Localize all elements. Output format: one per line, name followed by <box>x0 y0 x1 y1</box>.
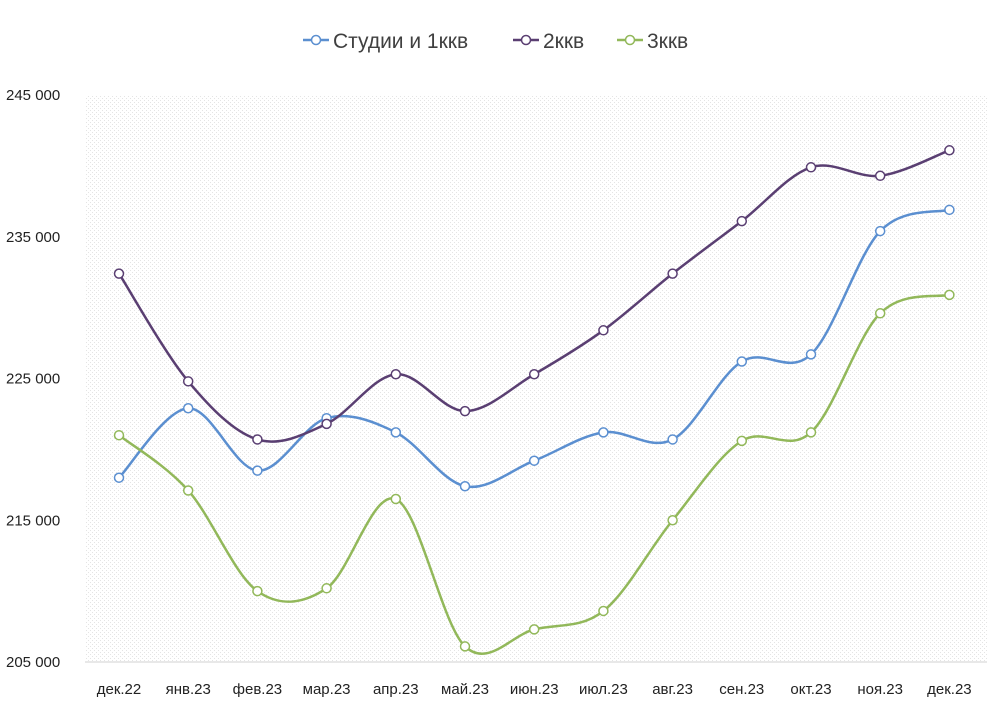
data-point <box>459 480 471 492</box>
data-point <box>113 472 125 483</box>
series-2 <box>113 145 955 445</box>
data-point <box>252 585 263 597</box>
data-point <box>528 624 540 635</box>
x-tick-label: июл.23 <box>579 681 628 698</box>
x-tick-label: мар.23 <box>303 681 351 698</box>
y-axis: 205 000 215 000 225 000 235 000 245 000 <box>6 87 60 671</box>
x-tick-label: май.23 <box>441 681 489 698</box>
legend: Студии и 1ккв 2ккв 3ккв <box>303 30 688 53</box>
data-point <box>182 485 194 496</box>
legend-label: 2ккв <box>543 30 584 53</box>
x-tick-label: дек.23 <box>927 681 972 698</box>
x-tick-label: ноя.23 <box>857 681 903 698</box>
series-layer <box>113 145 955 655</box>
data-point <box>390 493 402 505</box>
x-tick-label: фев.23 <box>233 681 283 698</box>
data-point <box>113 268 125 279</box>
data-point <box>528 368 540 380</box>
data-point <box>874 225 886 237</box>
legend-marker <box>624 34 636 46</box>
data-point <box>736 356 748 367</box>
legend-marker <box>520 34 532 46</box>
data-point <box>736 435 748 447</box>
series-1 <box>113 204 955 492</box>
legend-label: Студии и 1ккв <box>333 30 468 53</box>
data-point <box>874 308 886 319</box>
x-tick-label: янв.23 <box>166 681 211 698</box>
x-axis: дек.22 янв.23 фев.23 мар.23 апр.23 май.23 июн.… <box>97 681 972 698</box>
data-point <box>667 434 678 445</box>
data-point <box>944 145 955 156</box>
x-tick-label: дек.22 <box>97 681 142 698</box>
data-point <box>390 368 402 380</box>
data-point <box>321 583 332 594</box>
series-3 <box>113 289 955 655</box>
data-point <box>252 465 263 476</box>
data-point <box>390 427 402 438</box>
x-tick-label: окт.23 <box>790 681 831 698</box>
legend-marker <box>310 34 322 46</box>
data-point <box>944 289 955 301</box>
data-point <box>459 641 471 652</box>
legend-item: Студии и 1ккв <box>303 30 468 53</box>
data-point <box>667 515 678 526</box>
data-point <box>805 349 817 360</box>
data-point <box>736 215 748 227</box>
data-point <box>874 170 886 182</box>
data-point <box>459 405 471 417</box>
x-tick-label: авг.23 <box>652 681 693 698</box>
data-point <box>528 455 540 466</box>
data-point <box>182 403 194 414</box>
y-tick-label: 245 000 <box>6 87 60 104</box>
y-tick-label: 215 000 <box>6 512 60 529</box>
data-point <box>113 429 125 441</box>
data-point <box>321 418 332 430</box>
x-tick-label: сен.23 <box>719 681 764 698</box>
y-tick-label: 205 000 <box>6 654 60 671</box>
data-point <box>805 162 817 173</box>
x-tick-label: апр.23 <box>373 681 419 698</box>
legend-label: 3ккв <box>647 30 688 53</box>
data-point <box>182 376 194 387</box>
data-point <box>598 325 609 336</box>
legend-item: 2ккв <box>513 30 584 53</box>
data-point <box>667 268 678 279</box>
data-point <box>944 204 955 216</box>
y-tick-label: 235 000 <box>6 229 60 246</box>
x-tick-label: июн.23 <box>510 681 559 698</box>
data-point <box>805 427 817 438</box>
data-point <box>598 427 609 438</box>
data-point <box>252 434 263 445</box>
data-point <box>598 605 609 617</box>
legend-item: 3ккв <box>617 30 688 53</box>
y-tick-label: 225 000 <box>6 371 60 388</box>
